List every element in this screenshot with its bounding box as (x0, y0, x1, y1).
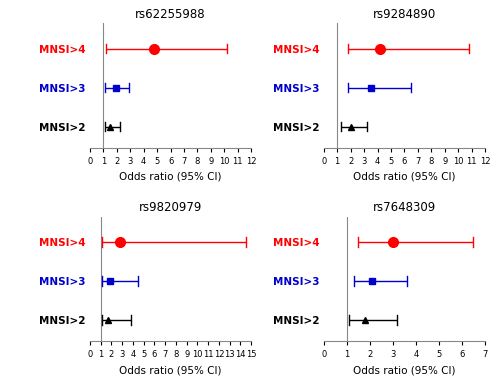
X-axis label: Odds ratio (95% CI): Odds ratio (95% CI) (120, 365, 222, 375)
X-axis label: Odds ratio (95% CI): Odds ratio (95% CI) (353, 365, 456, 375)
X-axis label: Odds ratio (95% CI): Odds ratio (95% CI) (120, 171, 222, 182)
X-axis label: Odds ratio (95% CI): Odds ratio (95% CI) (353, 171, 456, 182)
Title: rs62255988: rs62255988 (136, 8, 206, 21)
Title: rs9820979: rs9820979 (139, 201, 202, 214)
Title: rs7648309: rs7648309 (373, 201, 436, 214)
Title: rs9284890: rs9284890 (373, 8, 436, 21)
